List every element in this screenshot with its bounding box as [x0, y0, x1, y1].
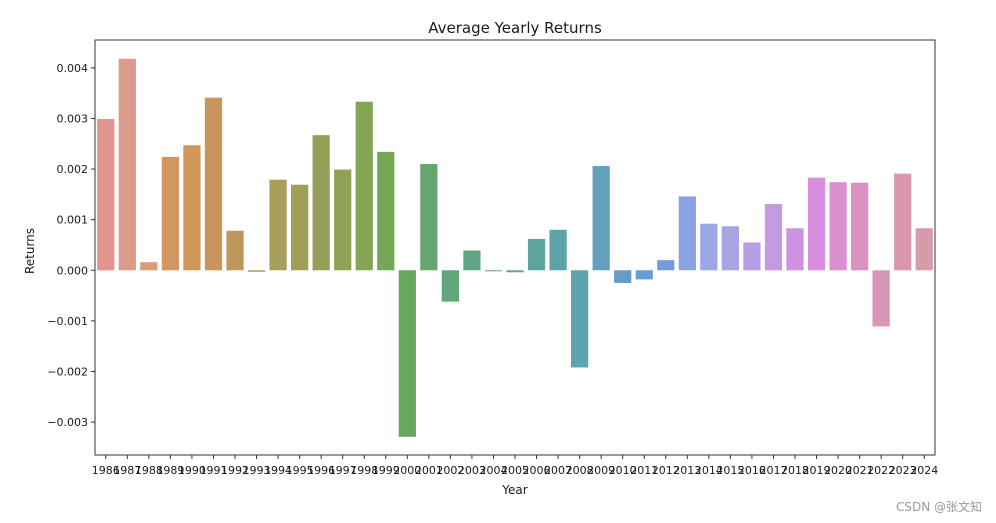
- bar-2012: [657, 260, 675, 271]
- x-tick-label: 2000: [393, 464, 421, 477]
- x-tick-label: 2013: [673, 464, 701, 477]
- bar-2004: [484, 270, 503, 272]
- x-tick-label: 1997: [329, 464, 357, 477]
- bar-2023: [894, 173, 912, 271]
- x-tick-label: 2002: [436, 464, 464, 477]
- bar-1993: [247, 270, 266, 272]
- x-tick-label: 2012: [652, 464, 680, 477]
- x-tick-label: 1994: [264, 464, 292, 477]
- y-tick-label: −0.003: [47, 416, 88, 429]
- y-tick-label: 0.004: [57, 62, 89, 75]
- x-tick-label: 2006: [523, 464, 551, 477]
- bar-1998: [355, 101, 373, 271]
- bar-1992: [226, 230, 244, 271]
- x-tick-label: 2009: [587, 464, 615, 477]
- bar-1995: [291, 184, 309, 271]
- bar-2008: [571, 270, 589, 368]
- bar-2007: [549, 229, 567, 271]
- x-tick-label: 1986: [92, 464, 120, 477]
- y-tick-label: 0.000: [57, 264, 89, 277]
- y-tick-label: 0.001: [57, 214, 89, 227]
- x-tick-label: 1987: [113, 464, 141, 477]
- x-tick-label: 1995: [286, 464, 314, 477]
- bar-1989: [161, 156, 179, 271]
- x-tick-label: 1992: [221, 464, 249, 477]
- bar-2003: [463, 250, 481, 271]
- x-tick-label: 1998: [350, 464, 378, 477]
- bar-2009: [592, 166, 610, 271]
- y-tick-label: −0.001: [47, 315, 88, 328]
- x-tick-label: 2015: [716, 464, 744, 477]
- y-tick-label: 0.003: [57, 112, 89, 125]
- chart-title: Average Yearly Returns: [428, 19, 602, 37]
- bar-2024: [915, 228, 933, 271]
- x-tick-label: 2014: [695, 464, 723, 477]
- x-tick-label: 2008: [566, 464, 594, 477]
- x-tick-label: 2011: [630, 464, 658, 477]
- bar-2000: [398, 270, 416, 437]
- x-tick-label: 2004: [479, 464, 507, 477]
- x-tick-label: 2017: [759, 464, 787, 477]
- bar-2006: [527, 238, 546, 271]
- plot-frame: [94, 39, 936, 456]
- bar-2018: [786, 228, 804, 271]
- bar-2020: [829, 182, 847, 271]
- bar-2010: [614, 270, 632, 283]
- bar-2021: [851, 182, 869, 271]
- bar-1991: [204, 97, 223, 271]
- bar-2005: [506, 270, 524, 273]
- x-tick-label: 2024: [910, 464, 938, 477]
- x-tick-label: 2019: [803, 464, 831, 477]
- x-tick-label: 1991: [199, 464, 227, 477]
- plot-area: 0.004 0.003 0.002 0.001 0.000 −0.001 −0.002 −0.…: [47, 39, 938, 477]
- x-tick-label: 2003: [458, 464, 486, 477]
- x-tick-label: 2023: [889, 464, 917, 477]
- bar-2019: [807, 177, 826, 271]
- bar-2001: [420, 163, 438, 271]
- x-tick-label: 1993: [243, 464, 271, 477]
- bar-1988: [140, 262, 158, 271]
- x-axis-label: Year: [501, 483, 527, 497]
- bar-2013: [678, 196, 696, 271]
- bar-2002: [441, 270, 459, 302]
- x-tick-label: 1990: [178, 464, 206, 477]
- bar-1986: [97, 118, 115, 271]
- x-tick-label: 2022: [867, 464, 895, 477]
- x-tick-label: 1999: [372, 464, 400, 477]
- x-tick-label: 1996: [307, 464, 335, 477]
- bar-2015: [721, 226, 739, 271]
- watermark: CSDN @张文知: [895, 500, 982, 514]
- bar-1987: [118, 58, 136, 271]
- x-tick-label: 2018: [781, 464, 809, 477]
- x-tick-label: 2016: [738, 464, 766, 477]
- bar-1990: [183, 145, 201, 271]
- x-tick-label: 1989: [156, 464, 184, 477]
- bar-2011: [635, 270, 653, 280]
- bar-2014: [700, 223, 718, 271]
- y-tick-label: 0.002: [57, 163, 89, 176]
- bar-1999: [377, 151, 395, 271]
- x-tick-label: 2001: [415, 464, 443, 477]
- x-tick-label: 1988: [135, 464, 163, 477]
- x-tick-label: 2007: [544, 464, 572, 477]
- x-tick-label: 2021: [846, 464, 874, 477]
- bar-1996: [312, 135, 330, 271]
- bar-1994: [269, 179, 287, 271]
- x-tick-label: 2010: [609, 464, 637, 477]
- bar-2016: [743, 242, 761, 271]
- bar-2017: [764, 203, 783, 271]
- y-axis-label: Returns: [23, 228, 37, 274]
- bar-2022: [872, 270, 890, 327]
- x-tick-label: 2020: [824, 464, 852, 477]
- x-tick-label: 2005: [501, 464, 529, 477]
- y-tick-label: −0.002: [47, 365, 88, 378]
- bar-1997: [334, 169, 352, 271]
